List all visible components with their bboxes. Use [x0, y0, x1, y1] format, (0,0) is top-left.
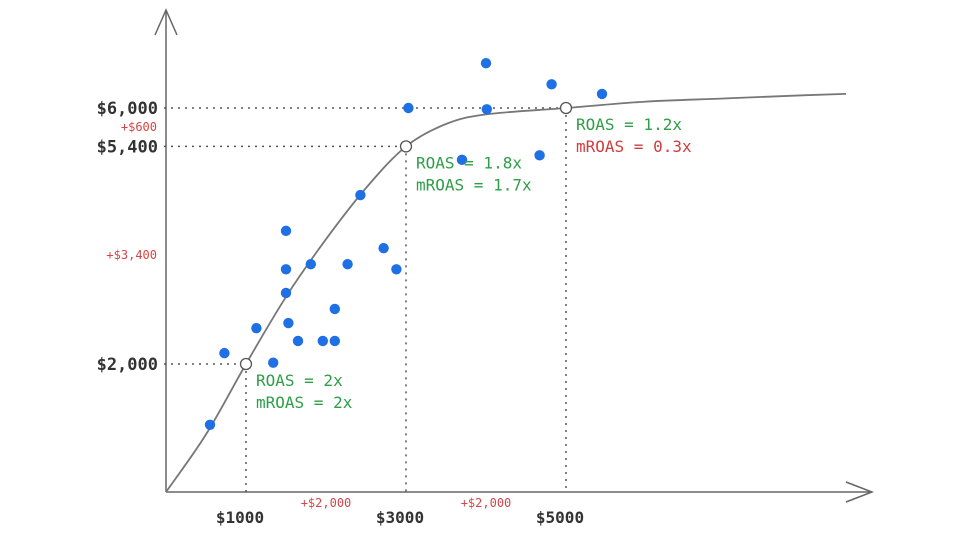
data-point	[378, 242, 389, 254]
marker-annotation: ROAS = 1.2x	[576, 115, 682, 134]
x-axis-arrow	[845, 481, 875, 503]
data-points	[204, 58, 608, 430]
curve-marker-1	[399, 140, 413, 153]
data-point	[342, 258, 353, 270]
data-point	[204, 419, 216, 430]
y-tick-label: $6,000	[97, 99, 158, 119]
axes	[154, 8, 875, 503]
data-point	[596, 88, 608, 100]
data-point	[329, 303, 340, 315]
data-point	[480, 58, 492, 69]
delta-labels: +$2,000 +$2,000 +$3,400 +$600	[106, 120, 511, 510]
data-point	[268, 357, 279, 368]
data-point	[456, 154, 468, 166]
curve-marker-0	[239, 357, 253, 371]
curve-marker-2	[559, 101, 573, 115]
marker-annotation: ROAS = 2x	[256, 371, 343, 390]
y-tick-label: $5,400	[97, 137, 158, 157]
marker-annotations: ROAS = 2x mROAS = 2x ROAS = 1.8x mROAS = 1.…	[256, 115, 692, 412]
y-tick-label: $2,000	[97, 355, 158, 375]
marker-annotation: mROAS = 1.7x	[416, 175, 532, 194]
marker-annotation: mROAS = 0.3x	[576, 137, 692, 156]
data-point	[534, 150, 545, 161]
data-point	[283, 317, 294, 329]
data-point	[305, 258, 316, 270]
data-point	[391, 264, 402, 275]
x-delta-label: +$2,000	[301, 496, 352, 510]
tick-labels: $2,000 $5,400 $6,000 $1000 $3000 $5000	[97, 99, 585, 527]
data-point	[292, 335, 304, 347]
data-point	[280, 225, 292, 237]
data-point	[481, 104, 492, 115]
marker-annotation: ROAS = 1.8x	[416, 153, 522, 172]
x-delta-label: +$2,000	[461, 496, 512, 510]
y-delta-label: +$600	[121, 120, 157, 134]
curve-markers	[239, 101, 573, 371]
data-point	[403, 102, 414, 114]
data-point	[355, 189, 366, 201]
data-point	[546, 79, 557, 90]
data-point	[251, 322, 262, 334]
guide-lines	[164, 107, 567, 492]
x-tick-label: $1000	[216, 508, 264, 527]
data-point	[280, 264, 292, 275]
data-point	[317, 335, 328, 347]
y-delta-label: +$3,400	[106, 248, 157, 262]
x-tick-label: $3000	[376, 508, 424, 527]
marker-annotation: mROAS = 2x	[256, 393, 353, 412]
data-point	[329, 335, 340, 347]
x-tick-label: $5000	[536, 508, 584, 527]
y-axis-arrow	[154, 8, 178, 36]
data-point	[219, 347, 230, 359]
data-point	[280, 287, 292, 299]
